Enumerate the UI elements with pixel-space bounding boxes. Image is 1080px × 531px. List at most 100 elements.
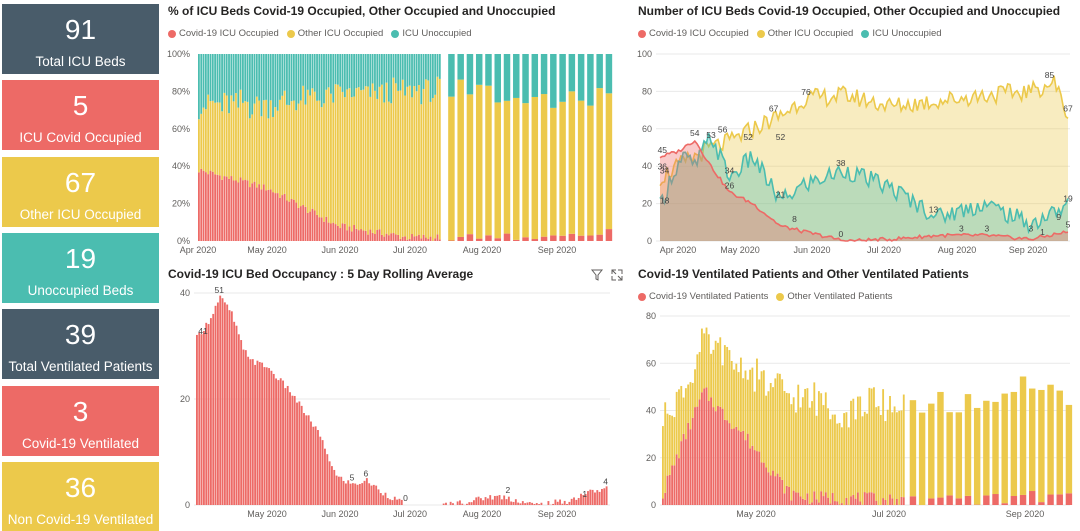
bar-covid-vent[interactable] (895, 499, 898, 505)
bar-covid[interactable] (239, 177, 242, 241)
bar-other[interactable] (550, 107, 557, 236)
bar-rolling[interactable] (340, 476, 343, 505)
bar-other-vent[interactable] (882, 389, 885, 499)
bar-rolling[interactable] (223, 302, 226, 505)
bar-other-vent[interactable] (886, 409, 889, 505)
bar-other-vent[interactable] (733, 369, 735, 429)
bar-covid[interactable] (225, 176, 228, 241)
bar-other[interactable] (385, 82, 388, 234)
bar-unoccupied[interactable] (248, 54, 251, 119)
bar-rolling[interactable] (486, 498, 489, 505)
bar-other[interactable] (235, 93, 237, 181)
bar-rolling[interactable] (468, 502, 471, 505)
bar-covid-vent[interactable] (703, 388, 706, 505)
bar-unoccupied[interactable] (330, 54, 332, 94)
bar-other[interactable] (272, 116, 274, 193)
bar-unoccupied[interactable] (327, 54, 330, 88)
bar-covid-vent[interactable] (831, 493, 834, 505)
bar-rolling[interactable] (531, 502, 534, 505)
bar-unoccupied[interactable] (404, 54, 406, 96)
bar-other-vent[interactable] (753, 391, 756, 451)
bar-other[interactable] (230, 95, 233, 177)
bar-rolling[interactable] (398, 498, 401, 505)
bar-rolling[interactable] (568, 501, 571, 505)
bar-rolling[interactable] (554, 499, 557, 505)
bar-other[interactable] (408, 85, 411, 239)
bar-other[interactable] (380, 84, 383, 235)
bar-other[interactable] (228, 113, 230, 179)
bar-other[interactable] (288, 105, 291, 202)
bar-covid-vent[interactable] (746, 433, 749, 505)
bar-other[interactable] (494, 102, 501, 239)
bar-unoccupied[interactable] (341, 54, 344, 92)
bar-covid-vent[interactable] (712, 407, 715, 505)
bar-other[interactable] (343, 97, 346, 224)
bar-covid[interactable] (380, 234, 383, 241)
bar-other-vent[interactable] (696, 354, 699, 407)
bar-covid[interactable] (605, 229, 613, 241)
bar-rolling[interactable] (489, 495, 492, 505)
bar-unoccupied[interactable] (200, 54, 203, 114)
bar-rolling[interactable] (477, 496, 480, 505)
bar-covid-vent[interactable] (937, 497, 944, 505)
bar-covid[interactable] (422, 234, 425, 241)
bar-unoccupied[interactable] (281, 54, 284, 96)
bar-other-vent[interactable] (806, 388, 809, 494)
bar-other[interactable] (202, 107, 205, 171)
bar-covid-vent[interactable] (854, 498, 857, 505)
bar-other[interactable] (265, 99, 267, 191)
bar-other[interactable] (362, 89, 365, 231)
bar-rolling[interactable] (279, 378, 282, 505)
bar-covid[interactable] (346, 230, 349, 241)
bar-rolling[interactable] (456, 501, 459, 505)
bar-other[interactable] (364, 86, 367, 231)
bar-covid[interactable] (272, 192, 274, 241)
bar-covid-vent[interactable] (1001, 503, 1008, 505)
bar-covid-vent[interactable] (792, 490, 795, 505)
bar-unoccupied[interactable] (202, 54, 205, 108)
bar-unoccupied[interactable] (605, 54, 613, 94)
bar-other-vent[interactable] (983, 400, 990, 496)
bar-unoccupied[interactable] (309, 54, 311, 96)
bar-other[interactable] (292, 100, 295, 200)
bar-other-vent[interactable] (831, 414, 834, 494)
bar-covid[interactable] (267, 189, 270, 241)
bar-covid[interactable] (237, 182, 240, 241)
bar-covid[interactable] (390, 233, 393, 241)
bar-covid[interactable] (276, 193, 279, 241)
bar-other-vent[interactable] (900, 410, 903, 497)
bar-rolling[interactable] (277, 380, 280, 505)
bar-other-vent[interactable] (765, 395, 768, 468)
bar-covid-vent[interactable] (863, 492, 866, 505)
bar-other[interactable] (466, 94, 474, 235)
bar-rolling[interactable] (524, 503, 527, 505)
bar-rolling[interactable] (282, 380, 284, 505)
bar-unoccupied[interactable] (406, 54, 409, 87)
bar-rolling[interactable] (265, 367, 268, 505)
bar-unoccupied[interactable] (274, 54, 277, 108)
bar-covid-vent[interactable] (744, 440, 747, 505)
bar-other-vent[interactable] (769, 382, 772, 476)
bar-other-vent[interactable] (682, 397, 685, 434)
legend-item[interactable]: Other ICU Occupied (286, 28, 383, 39)
bar-other-vent[interactable] (762, 370, 765, 463)
bar-rolling[interactable] (272, 373, 275, 505)
bar-rolling[interactable] (312, 426, 315, 505)
bar-unoccupied[interactable] (313, 54, 316, 92)
bar-unoccupied[interactable] (318, 54, 321, 101)
bar-covid[interactable] (292, 199, 295, 241)
bar-unoccupied[interactable] (290, 54, 293, 102)
bar-covid[interactable] (283, 193, 286, 241)
bar-other-vent[interactable] (838, 422, 841, 505)
bar-covid-vent[interactable] (882, 498, 885, 505)
bar-unoccupied[interactable] (390, 54, 393, 104)
bar-covid[interactable] (198, 172, 200, 241)
bar-covid[interactable] (265, 190, 267, 241)
bar-rolling[interactable] (228, 310, 231, 505)
bar-unoccupied[interactable] (401, 54, 404, 80)
bar-rolling[interactable] (452, 503, 454, 505)
bar-covid-vent[interactable] (1047, 494, 1054, 505)
bar-other-vent[interactable] (928, 403, 935, 499)
bar-unoccupied[interactable] (237, 54, 240, 108)
bar-covid[interactable] (204, 172, 207, 241)
